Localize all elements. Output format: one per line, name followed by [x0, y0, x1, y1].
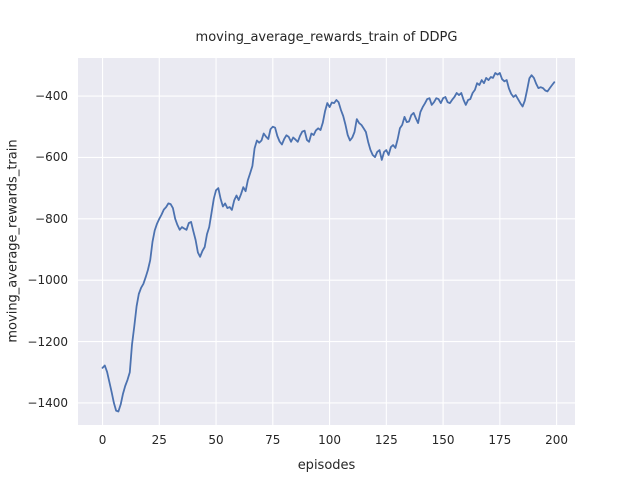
x-tick-label: 125 — [374, 433, 398, 447]
series-line — [101, 72, 556, 413]
x-tick-label: 0 — [98, 433, 107, 447]
x-tick-label: 25 — [151, 433, 167, 447]
x-tick-label: 150 — [431, 433, 455, 447]
x-tick-label: 175 — [488, 433, 512, 447]
x-tick-label: 200 — [545, 433, 569, 447]
chart-title: moving_average_rewards_train of DDPG — [195, 30, 458, 45]
x-tick-label: 100 — [318, 433, 342, 447]
y-axis-label: moving_average_rewards_train — [5, 139, 21, 343]
y-tick-label: −800 — [35, 211, 68, 226]
y-tick-label: −1200 — [27, 334, 68, 349]
plot-area — [78, 58, 575, 425]
y-tick-label: −400 — [35, 89, 68, 104]
x-tick-label: 75 — [265, 433, 281, 447]
y-tick-label: −1000 — [27, 273, 68, 288]
x-tick-label: 50 — [208, 433, 224, 447]
x-axis-label: episodes — [297, 458, 356, 473]
y-tick-label: −1400 — [27, 395, 68, 410]
y-tick-label: −600 — [35, 150, 68, 165]
